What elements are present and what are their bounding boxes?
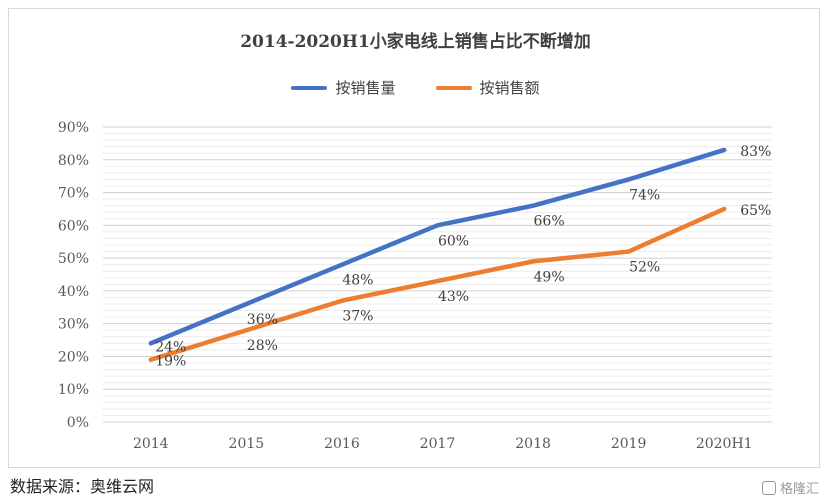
- y-tick-label: 10%: [58, 382, 89, 398]
- data-label: 49%: [534, 269, 565, 285]
- y-tick-label: 30%: [58, 317, 89, 333]
- data-label: 48%: [342, 273, 373, 289]
- y-tick-label: 70%: [58, 186, 89, 202]
- data-label: 36%: [247, 312, 278, 328]
- x-tick-label: 2019: [611, 436, 647, 452]
- x-tick-label: 2017: [420, 436, 456, 452]
- y-tick-label: 80%: [58, 153, 89, 169]
- y-tick-label: 0%: [67, 415, 89, 431]
- data-label: 28%: [247, 338, 278, 354]
- data-label: 60%: [438, 233, 469, 249]
- data-label: 52%: [629, 260, 660, 276]
- data-label: 74%: [629, 187, 660, 203]
- source-note: 数据来源：奥维云网: [10, 477, 155, 496]
- x-tick-label: 2018: [515, 436, 551, 452]
- legend-item-sales-volume: 按销售量: [291, 77, 396, 98]
- y-tick-label: 60%: [58, 218, 89, 234]
- x-tick-label: 2015: [229, 436, 265, 452]
- line-chart-plot: 0% 10% 20% 30% 40% 50% 60% 70% 80% 90% 2014 2015 201…: [58, 120, 772, 452]
- watermark-logo-icon: [761, 480, 776, 495]
- legend-swatch-sales-volume: [291, 85, 328, 90]
- y-tick-label: 40%: [58, 284, 89, 300]
- data-label: 43%: [438, 289, 469, 305]
- x-tick-label: 2014: [133, 436, 169, 452]
- legend-label-sales-volume: 按销售量: [335, 79, 396, 97]
- y-tick-label: 50%: [58, 251, 89, 267]
- y-tick-label: 90%: [58, 120, 89, 136]
- data-label: 65%: [740, 203, 771, 219]
- chart-title: 2014-2020H1小家电线上销售占比不断增加: [240, 32, 591, 52]
- data-label: 83%: [740, 144, 771, 160]
- data-label: 19%: [155, 354, 186, 370]
- data-label: 66%: [534, 214, 565, 230]
- x-tick-label: 2020H1: [696, 436, 753, 452]
- x-tick-label: 2016: [324, 436, 360, 452]
- data-label: 24%: [155, 339, 186, 355]
- watermark: 格隆汇: [761, 478, 819, 497]
- y-tick-label: 20%: [58, 349, 89, 365]
- chart-legend: 按销售量 按销售额: [0, 77, 831, 98]
- legend-swatch-sales-value: [435, 85, 472, 90]
- watermark-text: 格隆汇: [779, 482, 819, 497]
- legend-label-sales-value: 按销售额: [479, 79, 540, 97]
- legend-item-sales-value: 按销售额: [435, 77, 540, 98]
- data-label: 37%: [342, 309, 373, 325]
